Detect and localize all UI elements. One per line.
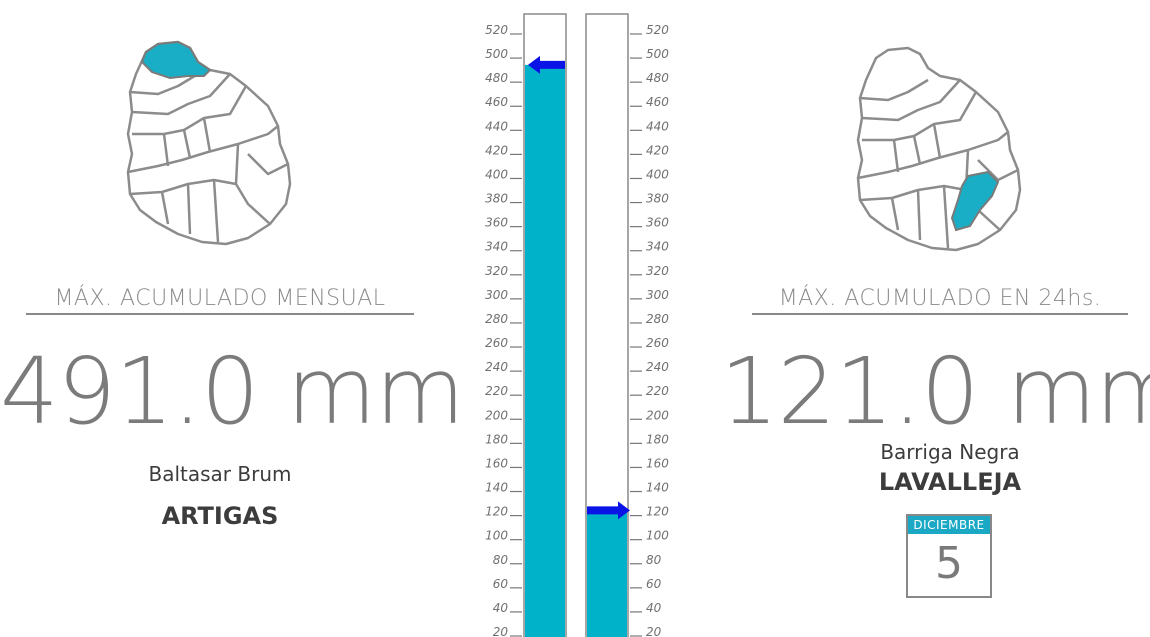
left-title-rule	[26, 313, 414, 315]
tick-label-right-160: 160	[646, 456, 669, 470]
tick-label-right-400: 400	[646, 167, 669, 181]
tick-label-right-240: 240	[646, 360, 669, 374]
right-title-rule	[752, 313, 1128, 315]
tick-label-left-20: 20	[493, 625, 509, 637]
tick-label-left-160: 160	[485, 456, 508, 470]
tick-label-left-220: 220	[485, 384, 508, 398]
tick-label-left-460: 460	[485, 95, 508, 109]
tick-label-right-220: 220	[646, 384, 669, 398]
tick-label-left-400: 400	[485, 167, 508, 181]
tick-label-left-320: 320	[485, 264, 508, 278]
tick-label-left-120: 120	[485, 505, 508, 519]
tick-label-left-360: 360	[485, 216, 508, 230]
highlight-lavalleja	[950, 170, 1000, 232]
tick-label-right-460: 460	[646, 95, 669, 109]
tick-label-right-60: 60	[646, 577, 662, 591]
tick-label-right-320: 320	[646, 264, 669, 278]
value-marker-arrow-1	[528, 55, 565, 74]
left-station-name: Baltasar Brum	[148, 462, 292, 486]
tick-label-left-180: 180	[485, 432, 508, 446]
tick-label-left-440: 440	[485, 119, 508, 133]
tick-label-left-280: 280	[485, 312, 508, 326]
tick-label-right-20: 20	[646, 625, 662, 637]
tick-label-left-520: 520	[485, 23, 508, 37]
tick-label-left-340: 340	[485, 240, 508, 254]
value-marker-arrow-2	[587, 501, 630, 520]
tick-label-left-260: 260	[485, 336, 508, 350]
tick-label-right-180: 180	[646, 432, 669, 446]
calendar-day: 5	[935, 538, 963, 589]
tick-label-left-500: 500	[485, 47, 508, 61]
left-max-value: 491.0 mm	[0, 338, 465, 445]
tick-label-left-80: 80	[493, 553, 509, 567]
tick-label-right-360: 360	[646, 216, 669, 230]
tick-label-right-340: 340	[646, 240, 669, 254]
tick-label-right-520: 520	[646, 23, 669, 37]
tick-label-left-200: 200	[485, 408, 508, 422]
tick-label-left-100: 100	[485, 529, 508, 543]
tick-label-left-140: 140	[485, 481, 508, 495]
left-department-name: ARTIGAS	[161, 502, 279, 530]
highlight-artigas	[140, 40, 212, 80]
tick-label-right-380: 380	[646, 192, 669, 206]
bar-1	[525, 64, 565, 637]
tick-label-right-440: 440	[646, 119, 669, 133]
tick-label-right-200: 200	[646, 408, 669, 422]
left-section-title: MÁX. ACUMULADO MENSUAL	[54, 286, 386, 311]
tick-label-left-40: 40	[493, 601, 509, 615]
tick-label-right-500: 500	[646, 47, 669, 61]
tick-label-right-40: 40	[646, 601, 662, 615]
tick-label-right-120: 120	[646, 505, 669, 519]
tick-label-right-420: 420	[646, 143, 669, 157]
calendar-month: DICIEMBRE	[908, 516, 990, 534]
tick-label-right-280: 280	[646, 312, 669, 326]
tick-label-left-380: 380	[485, 192, 508, 206]
right-section-title: MÁX. ACUMULADO EN 24hs.	[778, 286, 1102, 311]
right-max-value: 121.0 mm	[720, 338, 1150, 445]
rain-gauge-chart: 20 20 40 40 60 60 80 80 100 100 120 120 140 140 160 160…	[485, 13, 669, 637]
tick-label-left-60: 60	[493, 577, 509, 591]
calendar-icon: DICIEMBRE 5	[906, 514, 992, 598]
tick-label-right-80: 80	[646, 553, 662, 567]
tick-label-right-140: 140	[646, 481, 669, 495]
tick-label-left-240: 240	[485, 360, 508, 374]
uruguay-map-right	[848, 40, 1028, 255]
tick-label-right-480: 480	[646, 71, 669, 85]
tick-label-right-100: 100	[646, 529, 669, 543]
tick-label-right-300: 300	[646, 288, 669, 302]
tick-label-left-480: 480	[485, 71, 508, 85]
tick-label-right-260: 260	[646, 336, 669, 350]
right-station-name: Barriga Negra	[880, 440, 1020, 464]
tick-label-left-420: 420	[485, 143, 508, 157]
bar-2	[587, 510, 627, 637]
right-department-name: LAVALLEJA	[878, 468, 1022, 496]
uruguay-map-left	[118, 34, 298, 249]
tick-label-left-300: 300	[485, 288, 508, 302]
